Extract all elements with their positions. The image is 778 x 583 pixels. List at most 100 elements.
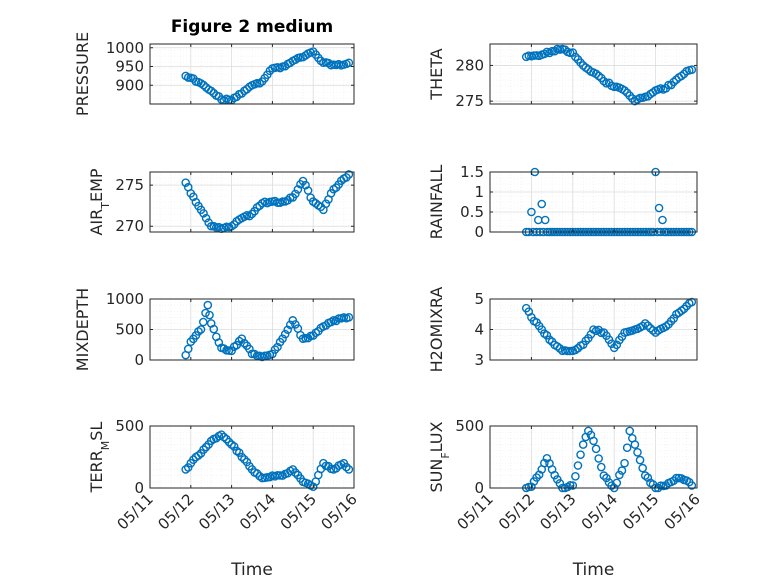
y-tick-label: 500 xyxy=(115,417,144,435)
y-tick-label: 950 xyxy=(115,58,144,76)
data-point xyxy=(565,346,575,356)
data-point xyxy=(550,46,559,56)
data-point xyxy=(555,344,565,353)
y-tick-label: 1000 xyxy=(106,290,144,308)
data-point xyxy=(677,71,686,81)
data-point xyxy=(303,186,313,195)
x-axis-label: Time xyxy=(572,560,615,580)
data-point xyxy=(594,454,603,463)
series-theta xyxy=(521,44,697,106)
panel-terr_msl: 0500TERRMSL05/1105/1205/1305/1405/1505/1… xyxy=(87,417,361,580)
panel-mixdepth: 0 500 1000 MIXDEPTH xyxy=(73,288,355,371)
data-point xyxy=(576,450,585,459)
y-tick-label: 3 xyxy=(474,351,484,369)
y-tick-label: 1 xyxy=(474,183,484,201)
data-point xyxy=(658,215,667,225)
data-point xyxy=(591,69,601,79)
panel-rainfall: 0 0.5 1 1.5 RAINFALL xyxy=(427,163,698,241)
data-point xyxy=(199,445,208,454)
data-point xyxy=(591,444,601,454)
data-point xyxy=(638,463,647,473)
y-axis-label: H2OMIXRA xyxy=(427,287,446,373)
data-point xyxy=(237,452,247,462)
y-axis-label: PRESSURE xyxy=(73,32,92,116)
data-point xyxy=(342,462,351,472)
data-point xyxy=(625,426,635,436)
data-point xyxy=(602,473,611,483)
data-point xyxy=(240,455,249,464)
data-point xyxy=(203,300,213,310)
data-point xyxy=(666,316,676,326)
data-point xyxy=(324,58,333,68)
axes-box xyxy=(149,425,355,489)
data-point xyxy=(571,52,580,62)
data-point xyxy=(687,297,697,307)
data-point xyxy=(209,324,219,334)
data-point xyxy=(283,325,293,335)
data-point xyxy=(646,323,655,333)
data-point xyxy=(669,77,679,87)
data-point xyxy=(620,86,629,95)
data-point xyxy=(240,338,249,348)
data-point xyxy=(308,482,318,492)
data-point xyxy=(219,432,229,442)
data-point xyxy=(245,344,254,354)
data-point xyxy=(331,316,341,326)
y-tick-label: 4 xyxy=(474,321,484,339)
y-tick-label: 275 xyxy=(115,176,144,194)
data-point xyxy=(252,78,262,88)
data-point xyxy=(181,178,190,187)
data-point xyxy=(640,319,650,328)
y-axis-label: AIRTEMP xyxy=(87,168,112,235)
y-tick-label: 500 xyxy=(115,321,144,339)
data-point xyxy=(278,197,287,206)
x-tick-label: 05/12 xyxy=(154,490,197,533)
data-point xyxy=(199,209,208,218)
data-point xyxy=(599,76,609,86)
y-tick-label: 270 xyxy=(115,217,144,235)
data-point xyxy=(687,65,697,75)
data-point xyxy=(198,317,208,327)
data-point xyxy=(568,48,578,57)
x-tick-label: 05/13 xyxy=(536,490,579,533)
data-point xyxy=(648,326,658,335)
axes-box xyxy=(489,171,698,233)
data-point xyxy=(291,189,300,199)
data-point xyxy=(563,346,572,356)
data-point xyxy=(293,185,303,194)
y-tick-label: 900 xyxy=(115,76,144,94)
data-point xyxy=(280,329,290,339)
data-point xyxy=(578,440,588,449)
chart-title: Figure 2 medium xyxy=(171,17,333,37)
data-point xyxy=(547,46,557,56)
data-point xyxy=(245,211,254,221)
data-point xyxy=(301,333,310,343)
data-point xyxy=(679,304,689,314)
data-point xyxy=(532,473,541,482)
data-point xyxy=(638,321,647,331)
data-point xyxy=(599,471,609,480)
y-axis-label: THETA xyxy=(427,48,446,100)
data-point xyxy=(189,455,198,464)
y-tick-label: 0.5 xyxy=(460,203,484,221)
data-point xyxy=(237,334,247,343)
data-point xyxy=(540,49,549,59)
data-point xyxy=(206,86,216,96)
data-point xyxy=(669,476,679,485)
data-point xyxy=(252,469,262,478)
data-point xyxy=(214,338,224,347)
data-point xyxy=(183,344,193,354)
x-tick-label: 05/14 xyxy=(578,490,621,533)
data-point xyxy=(205,310,214,320)
y-tick-label: 275 xyxy=(455,92,484,110)
grid xyxy=(149,43,355,105)
data-point xyxy=(633,447,642,457)
y-axis-label: TERRMSL xyxy=(87,422,112,494)
data-point xyxy=(669,314,679,323)
data-point xyxy=(630,440,640,449)
data-point xyxy=(545,335,554,344)
data-point xyxy=(537,199,547,209)
y-tick-label: 500 xyxy=(455,417,484,435)
